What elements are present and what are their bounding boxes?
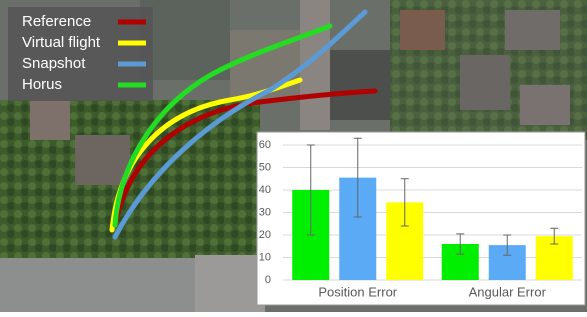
y-tick-label: 0 bbox=[265, 274, 271, 286]
legend-label: Virtual flight bbox=[22, 34, 101, 51]
y-tick-label: 10 bbox=[259, 251, 271, 263]
screenshot: Reference Virtual flight Snapshot Horus 0 10… bbox=[0, 0, 587, 312]
legend-label: Reference bbox=[22, 13, 91, 30]
y-tick-label: 40 bbox=[259, 184, 271, 196]
legend: Reference Virtual flight Snapshot Horus bbox=[8, 7, 153, 101]
y-tick-label: 60 bbox=[259, 139, 271, 151]
bar-chart: 0 10 20 30 40 50 60 Position Error Angular Error bbox=[257, 132, 585, 305]
x-tick-label: Position Error bbox=[318, 284, 397, 299]
legend-label: Snapshot bbox=[22, 55, 86, 72]
x-tick-label: Angular Error bbox=[469, 284, 547, 299]
legend-label: Horus bbox=[22, 76, 62, 93]
y-tick-label: 20 bbox=[259, 229, 271, 241]
y-tick-label: 30 bbox=[259, 206, 271, 218]
y-tick-label: 50 bbox=[259, 161, 271, 173]
